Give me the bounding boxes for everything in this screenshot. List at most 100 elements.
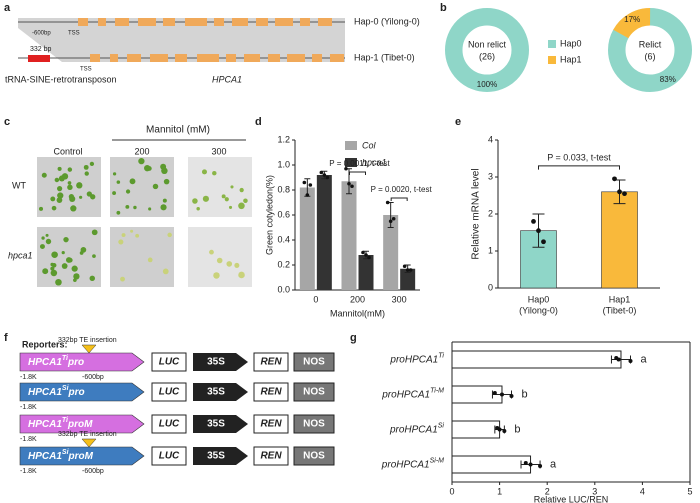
start-label: -1.8K	[20, 404, 37, 411]
y-tick-label: 0.0	[277, 284, 290, 294]
seedling	[238, 202, 245, 210]
y-tick-label: 3	[488, 171, 493, 181]
part-label: 35S	[207, 419, 225, 430]
te-insertion	[28, 55, 50, 62]
center-label: (6)	[645, 51, 656, 61]
gene: HPCA1	[28, 387, 62, 398]
y-tick-label: 4	[488, 134, 493, 144]
seedling	[135, 233, 140, 238]
seedling	[67, 167, 73, 172]
te-marker	[81, 438, 97, 448]
seedling	[226, 261, 233, 267]
exon	[175, 54, 187, 62]
promoter-35s	[193, 415, 248, 433]
part-label: NOS	[303, 387, 325, 398]
seedling	[221, 194, 226, 199]
seedling	[61, 173, 69, 180]
exon	[275, 18, 293, 26]
seedling	[160, 204, 167, 211]
bar	[299, 187, 315, 290]
bracket	[538, 165, 620, 170]
te-label: 332bp TE insertion	[58, 337, 117, 344]
col-header: 200	[134, 146, 149, 156]
photo	[110, 227, 174, 287]
data-point	[367, 255, 371, 260]
exon	[244, 54, 260, 62]
nos	[293, 414, 335, 434]
ren	[253, 414, 289, 434]
section-title: Reporters:	[22, 339, 68, 349]
y-tick-label: 0.6	[277, 209, 290, 219]
seedling	[54, 177, 60, 183]
part-label: REN	[260, 387, 282, 398]
ren	[253, 352, 289, 372]
seedling	[202, 195, 209, 202]
seedling	[86, 191, 92, 197]
seedling	[243, 198, 248, 204]
promoter-label: HPCA1SiproM	[28, 449, 94, 462]
luc	[151, 414, 187, 434]
exon	[110, 54, 118, 62]
ren	[253, 382, 289, 402]
axis-label: Relative LUC/REN	[534, 494, 609, 503]
luc	[151, 382, 187, 402]
seedling	[234, 262, 240, 268]
seedling	[69, 195, 76, 203]
category-base: proHPCA1	[381, 459, 430, 470]
seedling	[67, 257, 73, 263]
part-label: LUC	[159, 451, 180, 462]
seedling	[76, 182, 83, 189]
x-tick-label: (Tibet-0)	[603, 305, 637, 315]
suffix: pro	[67, 357, 84, 368]
data-point	[628, 359, 633, 363]
promoter-35s	[193, 447, 248, 465]
y-tick-label: proHPCA1Ti-M	[381, 387, 444, 400]
seedling	[73, 273, 80, 280]
data-point	[391, 216, 396, 221]
seedling	[239, 187, 244, 193]
sup: Ti	[62, 417, 69, 424]
exon	[268, 54, 280, 62]
seedling	[38, 206, 44, 211]
seedling	[224, 197, 229, 202]
data-point	[408, 268, 413, 272]
seedling	[118, 239, 124, 245]
row-header: WT	[12, 180, 26, 190]
letter: b	[514, 423, 520, 435]
data-point	[617, 189, 622, 195]
seedling	[51, 263, 57, 268]
data-point	[402, 264, 407, 269]
data-point	[612, 176, 617, 182]
data-point	[531, 219, 536, 224]
y-tick-label: 0.8	[277, 184, 290, 194]
data-point	[319, 170, 324, 175]
row-header: hpca1	[8, 250, 33, 260]
panel-label: b	[440, 2, 447, 14]
seedling	[73, 278, 77, 283]
category-sup: Si	[438, 422, 445, 429]
value-label: 100%	[477, 80, 497, 89]
seedling	[152, 183, 159, 190]
luc	[151, 446, 187, 466]
axis-label: Relative mRNA level	[471, 168, 482, 259]
seedling	[89, 275, 95, 282]
axis-label: Mannitol(mM)	[330, 308, 385, 318]
exon	[138, 18, 156, 26]
data-point	[347, 181, 351, 186]
seedling	[120, 276, 125, 282]
y-tick-label: proHPCA1Si-M	[381, 457, 444, 470]
category-sup: Ti	[438, 352, 444, 359]
seedling	[238, 271, 245, 279]
panel-label: a	[4, 2, 11, 14]
bar	[451, 455, 532, 474]
center-label: Relict	[639, 39, 662, 49]
exon	[300, 18, 310, 26]
seedling	[212, 170, 217, 176]
sup: Si	[62, 385, 70, 392]
legend-swatch	[548, 40, 556, 48]
part-label: 35S	[207, 357, 225, 368]
seedling	[161, 167, 168, 175]
annotation: P = 0.0020, t-test	[371, 185, 433, 194]
data-point	[528, 462, 533, 467]
label: HPCA1	[212, 74, 242, 84]
